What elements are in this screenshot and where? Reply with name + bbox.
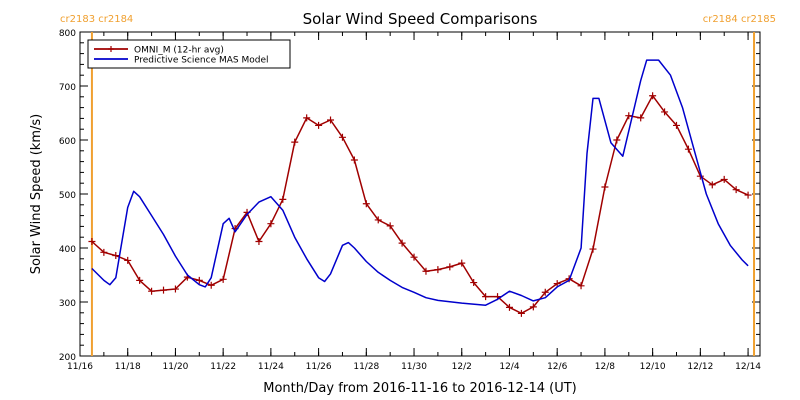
data-point-marker — [219, 275, 227, 283]
data-point-marker — [625, 112, 633, 120]
data-point-marker — [732, 186, 740, 194]
data-point-marker — [398, 239, 406, 247]
y-tick-label: 500 — [59, 191, 76, 201]
data-point-marker — [88, 238, 96, 246]
data-point-marker — [517, 309, 525, 317]
data-point-marker — [279, 195, 287, 203]
x-tick-label: 11/16 — [67, 362, 93, 372]
data-point-marker — [195, 276, 203, 284]
legend-label-1: Predictive Science MAS Model — [134, 56, 269, 66]
plot-frame — [79, 31, 761, 357]
x-tick-label: 11/20 — [162, 362, 188, 372]
data-point-marker — [136, 276, 144, 284]
data-point-marker — [327, 116, 335, 124]
y-axis-label: Solar Wind Speed (km/s) — [29, 114, 44, 274]
series-line-1 — [91, 59, 749, 306]
data-point-marker — [446, 263, 454, 271]
data-point-marker — [207, 281, 215, 289]
x-axis-label: Month/Day from 2016-11-16 to 2016-12-14 … — [263, 381, 576, 396]
data-point-marker — [434, 266, 442, 274]
data-point-marker — [255, 238, 263, 246]
data-point-marker — [637, 114, 645, 122]
x-tick-label: 12/8 — [595, 362, 615, 372]
data-point-marker — [661, 108, 669, 116]
data-point-marker — [100, 248, 108, 256]
data-point-marker — [112, 252, 120, 260]
series-line-0 — [91, 94, 749, 315]
data-point-marker — [505, 303, 513, 311]
y-tick-label: 300 — [59, 299, 76, 309]
x-tick-label: 11/24 — [258, 362, 284, 372]
data-point-marker — [708, 181, 716, 189]
chart-title: Solar Wind Speed Comparisons — [303, 10, 538, 28]
data-point-marker — [577, 282, 585, 290]
data-point-marker — [303, 114, 311, 122]
data-point-marker — [529, 303, 537, 311]
data-point-marker — [553, 280, 561, 288]
data-point-marker — [124, 256, 132, 264]
x-tick-label: 11/26 — [306, 362, 332, 372]
data-point-marker — [160, 286, 168, 294]
data-point-marker — [362, 200, 370, 208]
data-point-marker — [386, 222, 394, 230]
y-tick-label: 600 — [59, 137, 76, 147]
carrington-marker-label: cr2184 cr2185 — [703, 14, 776, 25]
y-tick-label: 800 — [59, 29, 76, 39]
data-point-marker — [601, 183, 609, 191]
data-point-marker — [350, 156, 358, 164]
plot-layer: 200 300 400 500 600 700 800 11/16 11/18 11/20 11/2… — [59, 14, 776, 372]
data-point-marker — [338, 133, 346, 141]
x-tick-label: 11/22 — [210, 362, 236, 372]
legend-marker — [108, 46, 114, 52]
data-point-marker — [374, 216, 382, 224]
x-tick-label: 12/4 — [499, 362, 519, 372]
data-point-marker — [744, 191, 752, 199]
legend-label-0: OMNI_M (12-hr avg) — [134, 46, 224, 56]
x-tick-label: 11/18 — [115, 362, 141, 372]
y-tick-label: 400 — [59, 245, 76, 255]
data-point-marker — [171, 285, 179, 293]
x-tick-label: 12/14 — [735, 362, 761, 372]
data-point-marker — [649, 92, 657, 100]
data-point-marker — [291, 138, 299, 146]
data-point-marker — [422, 267, 430, 275]
x-tick-label: 11/28 — [353, 362, 379, 372]
data-point-marker — [315, 121, 323, 129]
data-point-marker — [589, 245, 597, 253]
data-point-marker — [267, 220, 275, 228]
data-point-marker — [720, 175, 728, 183]
data-point-marker — [470, 279, 478, 287]
data-point-marker — [541, 288, 549, 296]
data-point-marker — [148, 287, 156, 295]
x-tick-label: 12/10 — [640, 362, 666, 372]
x-tick-label: 12/2 — [452, 362, 472, 372]
data-point-marker — [410, 253, 418, 261]
x-tick-label: 12/6 — [547, 362, 567, 372]
data-point-marker — [613, 136, 621, 144]
data-point-marker — [458, 259, 466, 267]
carrington-marker-label: cr2183 cr2184 — [60, 14, 133, 25]
x-tick-label: 11/30 — [401, 362, 427, 372]
data-point-marker — [482, 293, 490, 301]
data-point-marker — [684, 145, 692, 153]
y-tick-label: 700 — [59, 83, 76, 93]
y-tick-label: 200 — [59, 353, 76, 363]
x-tick-label: 12/12 — [687, 362, 713, 372]
legend-box — [87, 39, 291, 69]
data-point-marker — [672, 121, 680, 129]
